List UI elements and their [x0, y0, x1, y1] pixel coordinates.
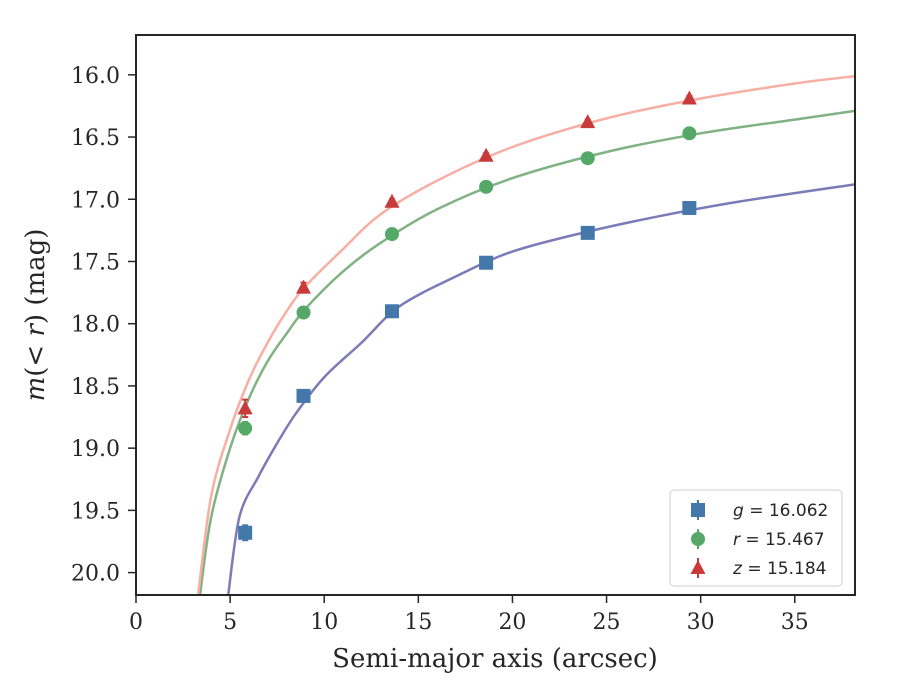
y-axis-title-m: m — [21, 377, 51, 402]
legend: g = 16.062 r = 15.467 z = 15.184 — [669, 489, 843, 587]
x-tick-label: 5 — [223, 610, 237, 635]
y-tick-label: 20.0 — [71, 562, 120, 587]
data-point-r — [682, 126, 697, 141]
data-point-z — [580, 114, 596, 129]
x-tick-label: 15 — [404, 610, 432, 635]
data-point-g — [238, 525, 253, 540]
y-tick-label: 17.0 — [71, 188, 120, 213]
x-axis-title: Semi-major axis (arcsec) — [332, 644, 658, 674]
y-axis-title-unit: ) (mag) — [21, 229, 51, 325]
data-point-g — [479, 255, 494, 270]
x-axis-ticks: 0 5 10 15 20 25 30 35 — [129, 595, 809, 635]
legend-marker-r — [691, 532, 705, 546]
x-tick-label: 30 — [687, 610, 715, 635]
data-point-z — [681, 90, 697, 105]
y-tick-label: 16.5 — [71, 126, 120, 151]
x-tick-label: 20 — [498, 610, 526, 635]
legend-marker-g — [691, 503, 705, 517]
y-tick-label: 18.0 — [71, 313, 120, 338]
y-axis-ticks: 16.0 16.5 17.0 17.5 18.0 18.5 19.0 19.5 20.0 — [71, 64, 136, 587]
data-points — [237, 90, 697, 542]
data-point-z — [296, 279, 312, 294]
legend-label-g: g = 16.062 — [733, 501, 828, 521]
plot-frame — [135, 34, 856, 596]
data-point-z — [478, 147, 494, 162]
legend-marker-z — [690, 560, 706, 574]
fit-curve-z — [196, 74, 855, 595]
legend-label-z: z = 15.184 — [732, 559, 826, 579]
y-axis-title: m(< r) (mag) — [21, 229, 51, 402]
y-tick-label: 16.0 — [71, 64, 120, 89]
data-point-r — [580, 151, 595, 166]
data-point-r — [384, 227, 399, 242]
fit-curve-r — [198, 109, 855, 595]
x-tick-label: 0 — [129, 610, 143, 635]
y-tick-label: 19.5 — [71, 499, 120, 524]
y-axis-title-r: r — [21, 323, 51, 337]
data-point-g — [296, 388, 311, 403]
data-point-g — [384, 304, 399, 319]
x-tick-label: 35 — [781, 610, 809, 635]
x-tick-label: 25 — [593, 610, 621, 635]
x-tick-label: 10 — [310, 610, 338, 635]
y-tick-label: 19.0 — [71, 437, 120, 462]
data-point-g — [682, 200, 697, 215]
data-point-r — [238, 421, 253, 436]
data-point-r — [296, 305, 311, 320]
data-point-z — [237, 400, 253, 415]
y-tick-label: 17.5 — [71, 250, 120, 275]
legend-box — [669, 489, 843, 587]
y-axis-title-open: (< — [21, 337, 51, 377]
legend-label-r: r = 15.467 — [733, 530, 825, 550]
data-point-r — [479, 179, 494, 194]
data-point-z — [384, 193, 400, 208]
y-tick-label: 18.5 — [71, 375, 120, 400]
data-point-g — [580, 225, 595, 240]
